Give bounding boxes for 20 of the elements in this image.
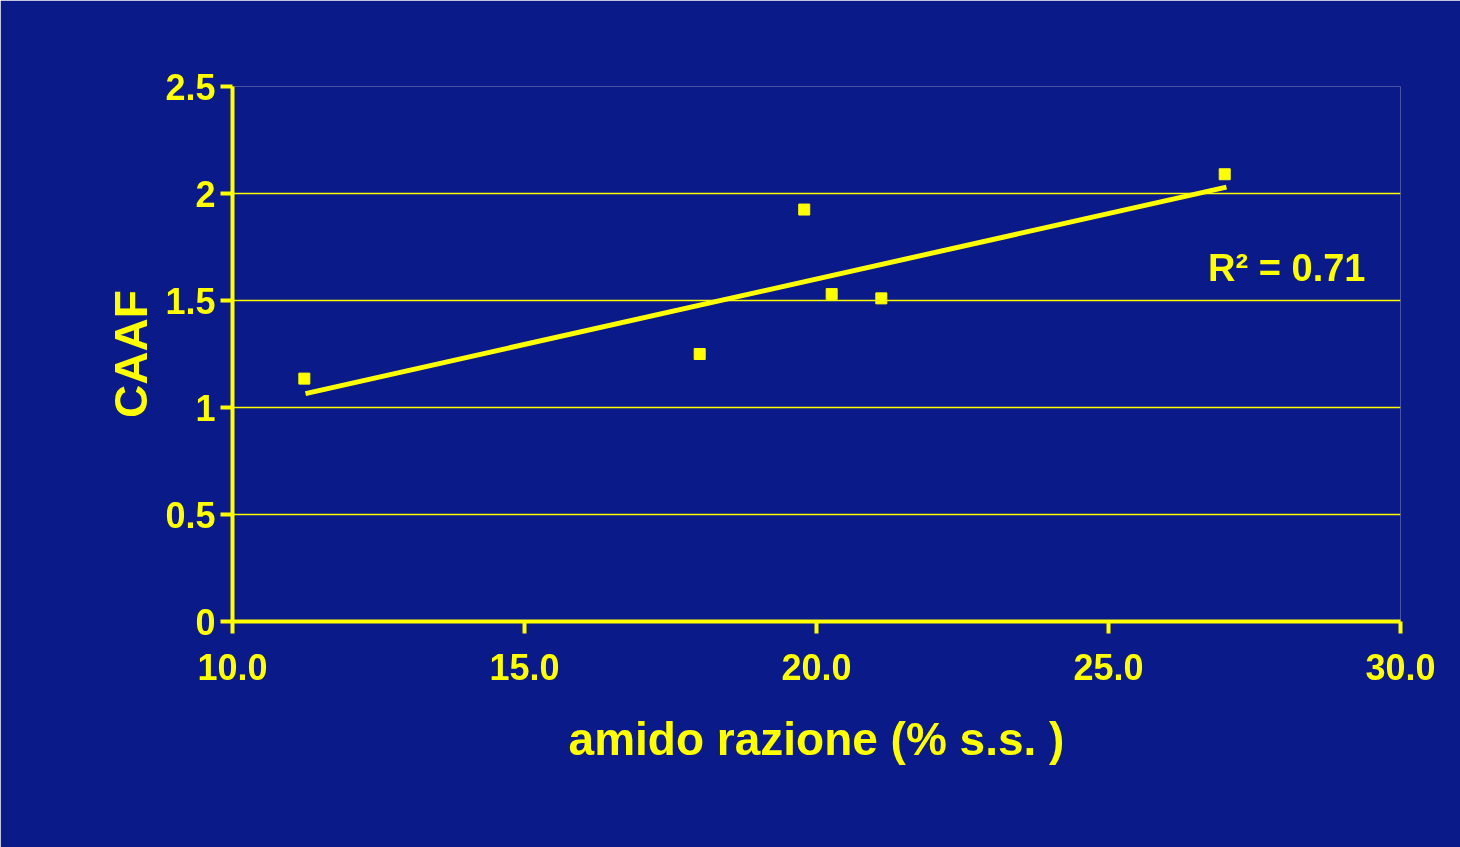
y-tick-label: 1 bbox=[195, 387, 216, 429]
point bbox=[875, 292, 888, 305]
x-tick-label: 15.0 bbox=[489, 646, 560, 688]
y-tick-label: 1.5 bbox=[165, 280, 216, 322]
point bbox=[798, 203, 811, 216]
x-tick-label: 30.0 bbox=[1365, 646, 1436, 688]
x-tick-label: 20.0 bbox=[781, 646, 852, 688]
y-tick-label: 2 bbox=[195, 173, 216, 215]
annotation: R² = 0.71 bbox=[1208, 247, 1366, 290]
y-axis-title: CAAF bbox=[105, 290, 158, 418]
point bbox=[693, 348, 706, 360]
point bbox=[825, 288, 838, 301]
y-tick-label: 2.5 bbox=[165, 66, 216, 108]
x-axis-title: amido razione (% s.s. ) bbox=[568, 712, 1065, 765]
point bbox=[1218, 168, 1231, 181]
point bbox=[298, 372, 311, 385]
y-tick-label: 0.5 bbox=[165, 494, 216, 536]
x-tick-label: 25.0 bbox=[1073, 646, 1144, 688]
y-tick-label: 0 bbox=[195, 601, 216, 643]
x-tick-label: 10.0 bbox=[197, 646, 268, 688]
